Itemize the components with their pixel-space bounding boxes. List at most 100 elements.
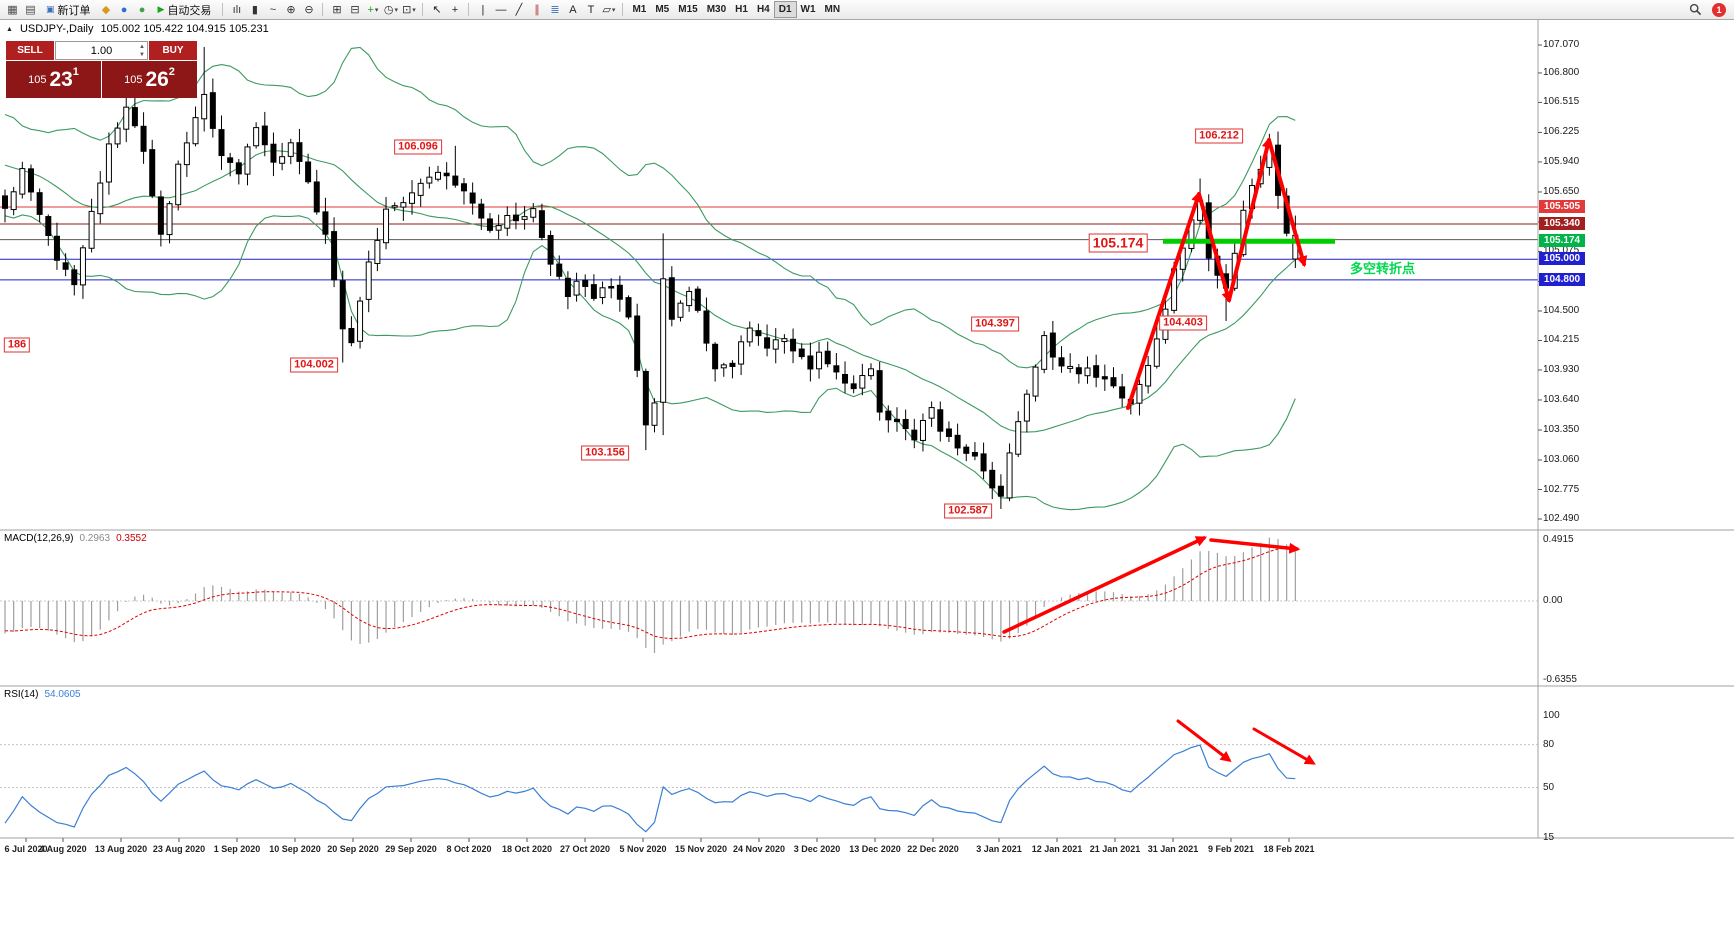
timeframe-H1[interactable]: H1 <box>735 4 748 15</box>
bar-chart-icon: ılı <box>232 3 242 16</box>
sell-price-sup: 1 <box>72 66 79 78</box>
price-tick-label: 105.940 <box>1543 155 1580 167</box>
timeframe-W1[interactable]: W1 <box>800 4 816 15</box>
time-axis-label: 29 Sep 2020 <box>385 844 437 854</box>
collapse-arrow-icon[interactable]: ▲ <box>6 25 13 33</box>
new-chart-icon[interactable]: ▦ <box>4 2 21 18</box>
timeframe-D1[interactable]: D1 <box>773 1 797 18</box>
line-chart-icon[interactable]: ~ <box>264 2 281 18</box>
time-axis-label: 21 Jan 2021 <box>1089 844 1141 854</box>
timeframe-M1[interactable]: M1 <box>632 4 647 15</box>
price-label-104.403[interactable]: 104.403 <box>1159 315 1207 331</box>
data-window-icon[interactable]: ● <box>134 2 151 18</box>
horizontal-line-icon[interactable]: — <box>492 2 509 18</box>
rsi-axis-label: 15 <box>1543 831 1555 843</box>
label-icon: T <box>587 3 595 16</box>
favorites-icon[interactable]: ◆ <box>98 2 115 18</box>
market-watch-icon[interactable]: ● <box>116 2 133 18</box>
label-icon[interactable]: T <box>582 2 599 18</box>
text-icon[interactable]: A <box>564 2 581 18</box>
toolbar-separator <box>222 3 224 16</box>
price-tick-label: 103.060 <box>1543 454 1580 465</box>
price-label-186[interactable]: 186 <box>3 337 31 353</box>
cursor-icon[interactable]: ↖ <box>428 2 445 18</box>
timeframe-M30[interactable]: M30 <box>706 4 727 15</box>
vertical-line-icon: | <box>481 3 485 16</box>
time-axis-label: 10 Sep 2020 <box>269 844 321 854</box>
buy-price[interactable]: 105 26 2 <box>102 61 197 98</box>
buy-price-prefix: 105 <box>124 73 143 86</box>
annotation-text[interactable]: 多空转折点 <box>1350 261 1416 276</box>
fibonacci-icon[interactable]: ≣ <box>546 2 563 18</box>
time-axis-label: 3 Jan 2021 <box>976 844 1022 854</box>
fibonacci-icon: ≣ <box>550 4 560 16</box>
rsi-axis-label: 100 <box>1543 710 1560 721</box>
price-tick-label: 104.500 <box>1543 304 1580 316</box>
price-label-102.587[interactable]: 102.587 <box>944 503 992 519</box>
sell-button[interactable]: SELL <box>6 41 54 60</box>
auto-trading-button-label: 自动交易 <box>167 4 212 17</box>
profiles-icon[interactable]: ▤ <box>22 2 39 18</box>
price-label-103.156[interactable]: 103.156 <box>581 445 629 461</box>
price-badge-104.800: 104.800 <box>1539 272 1585 286</box>
arrange-windows-icon: ⊟ <box>350 4 360 16</box>
market-watch-icon: ● <box>120 3 128 16</box>
bar-chart-icon[interactable]: ılı <box>228 2 245 18</box>
price-label-106.096[interactable]: 106.096 <box>394 139 442 155</box>
time-axis-label: 5 Nov 2020 <box>619 844 667 854</box>
time-axis-label: 31 Jan 2021 <box>1147 844 1199 854</box>
candlestick-chart-icon[interactable]: ▮ <box>246 2 263 18</box>
spinner-down-icon[interactable]: ▼ <box>139 52 145 58</box>
buy-button[interactable]: BUY <box>149 41 197 60</box>
time-axis-label: 13 Dec 2020 <box>849 844 901 854</box>
new-order-button[interactable]: ▣ 新订单 <box>40 2 97 18</box>
channel-icon[interactable]: ∥ <box>528 2 545 18</box>
price-label-106.212[interactable]: 106.212 <box>1195 128 1243 144</box>
price-label-105.174[interactable]: 105.174 <box>1088 233 1148 253</box>
trendline-icon[interactable]: ╱ <box>510 2 527 18</box>
price-label-104.397[interactable]: 104.397 <box>971 316 1019 332</box>
volume-spinner[interactable]: ▲ ▼ <box>139 43 145 59</box>
text-icon: A <box>569 3 577 16</box>
zoom-in-icon[interactable]: ⊕ <box>282 2 299 18</box>
price-tick-label: 105.075 <box>1543 245 1580 257</box>
sell-price[interactable]: 105 23 1 <box>6 61 101 98</box>
line-chart-icon: ~ <box>269 3 277 16</box>
tile-windows-icon[interactable]: ⊞ <box>328 2 345 18</box>
price-badge-105.000: 105.000 <box>1539 252 1585 266</box>
volume-input[interactable]: 1.00 ▲ ▼ <box>55 41 148 60</box>
price-tick-label: 104.215 <box>1543 334 1580 346</box>
time-axis-label: 6 Jul 2020 <box>4 844 48 854</box>
channel-icon: ∥ <box>534 4 540 16</box>
zoom-out-icon[interactable]: ⊖ <box>300 2 317 18</box>
crosshair-icon[interactable]: + <box>446 2 463 18</box>
caret-down-icon: ▾ <box>611 6 616 14</box>
rsi-header: RSI(14) 54.0605 <box>4 689 81 700</box>
chart-symbol-header: ▲ USDJPY-,Daily 105.002 105.422 104.915 … <box>6 23 269 35</box>
notification-badge[interactable]: 1 <box>1712 2 1726 17</box>
new-order-button-icon: ▣ <box>46 4 55 14</box>
templates-icon[interactable]: ⊡ ▾ <box>400 2 417 18</box>
price-label-104.002[interactable]: 104.002 <box>290 357 338 373</box>
auto-trading-button[interactable]: ▶ 自动交易 <box>152 2 218 18</box>
timeframe-MN[interactable]: MN <box>824 4 841 15</box>
horizontal-line-icon: — <box>495 3 507 16</box>
timeframe-H4[interactable]: H4 <box>756 4 770 15</box>
period-clock-icon[interactable]: ◷ ▾ <box>382 2 399 18</box>
one-click-trading-panel: SELL 1.00 ▲ ▼ BUY 105 23 1 105 26 2 <box>6 41 197 98</box>
add-indicator-icon[interactable]: + ▾ <box>364 2 381 18</box>
price-tick-label: 102.490 <box>1543 512 1580 524</box>
vertical-line-icon[interactable]: | <box>474 2 491 18</box>
timeframe-M5[interactable]: M5 <box>655 4 670 15</box>
search-icon[interactable] <box>1687 2 1704 18</box>
spinner-up-icon[interactable]: ▲ <box>139 44 145 50</box>
arrange-windows-icon[interactable]: ⊟ <box>346 2 363 18</box>
symbol-period-label: USDJPY-,Daily <box>19 23 94 35</box>
shapes-icon[interactable]: ▱ ▾ <box>600 2 617 18</box>
toolbar-separator <box>422 3 424 16</box>
timeframe-M15[interactable]: M15 <box>678 4 698 15</box>
caret-down-icon: ▾ <box>374 6 379 14</box>
macd-value-signal: 0.3552 <box>116 533 147 544</box>
time-axis-label: 15 Nov 2020 <box>674 844 728 854</box>
